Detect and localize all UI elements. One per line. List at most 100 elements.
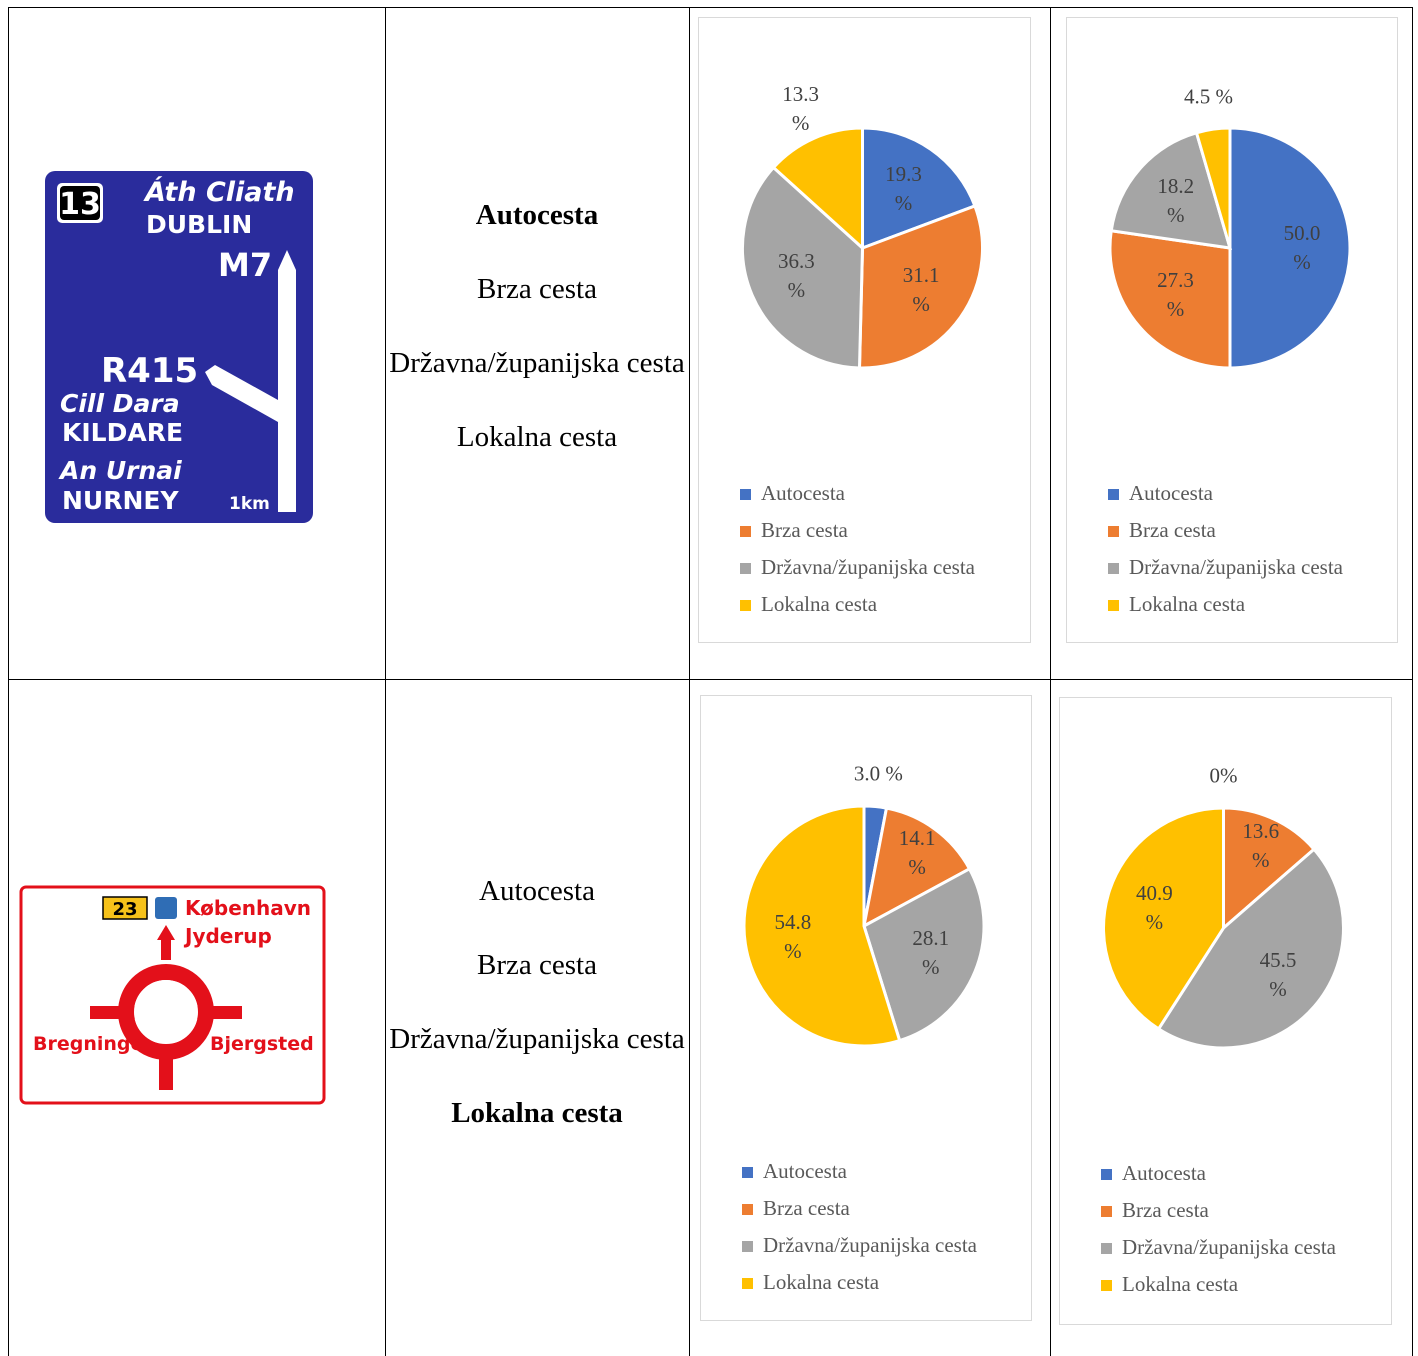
data-label: 36.3 % — [777, 249, 815, 303]
legend-swatch — [1101, 1169, 1112, 1180]
road-type: Državna/županijska cesta — [389, 1023, 685, 1055]
legend-label: Brza cesta — [1122, 1198, 1209, 1222]
chart: 19.3 % 31.1 % 36.3 % 13.3 % Autocesta Brza ce… — [698, 17, 1031, 643]
destination: Bregninge — [33, 1033, 143, 1055]
arrow — [205, 250, 296, 512]
pie-slice — [1194, 126, 1232, 249]
data-label: 50.0 % — [1283, 221, 1321, 274]
legend-swatch — [740, 563, 751, 574]
data-label: 4.5 % — [1184, 84, 1234, 109]
data-label: 54.8 % — [774, 909, 812, 963]
legend-swatch — [1101, 1206, 1112, 1217]
legend-swatch — [1108, 489, 1119, 500]
legend-swatch — [742, 1204, 753, 1215]
legend-label: Državna/županijska cesta — [1122, 1235, 1336, 1259]
data-label: 0% — [1209, 763, 1238, 788]
route-box — [102, 896, 148, 920]
exit-number: 13 — [59, 187, 101, 222]
data-label: 19.3 % — [885, 161, 922, 215]
legend-label: Autocesta — [763, 1159, 847, 1183]
data-label: 18.2 % — [1157, 173, 1195, 227]
pie-slice — [861, 806, 972, 929]
pie-slice — [771, 126, 864, 252]
legend-swatch — [1108, 563, 1119, 574]
pie — [741, 126, 984, 370]
destination: København — [185, 896, 311, 920]
pie — [1108, 126, 1352, 370]
pie-slice — [742, 804, 902, 1048]
data-label: 27.3 % — [1157, 268, 1194, 322]
distance: 1km — [229, 494, 270, 514]
pie — [742, 804, 986, 1048]
chart: 0% 13.6 % 45.5 % 40.9 % Autocesta Brza cesta D… — [1059, 697, 1392, 1325]
data-label: 13.6 % — [1242, 819, 1280, 873]
pie-slice — [1108, 229, 1232, 370]
road-type: Lokalna cesta — [451, 1097, 623, 1129]
road-type-list: Autocesta Brza cesta Državna/županijska ce… — [387, 197, 687, 455]
legend-label: Autocesta — [761, 481, 845, 505]
chart: 50.0 % 27.3 % 18.2 % 4.5 % Autocesta Brza ces… — [1066, 17, 1398, 643]
legend-swatch — [740, 526, 751, 537]
pie-slice — [857, 204, 984, 370]
pie-slice — [1102, 806, 1225, 1031]
data-label: 13.3 % — [782, 81, 820, 135]
pie-slice — [1228, 126, 1352, 370]
road-type: Brza cesta — [477, 273, 597, 305]
destination: KILDARE — [62, 418, 183, 447]
road-type: Brza cesta — [477, 949, 597, 981]
legend-swatch — [740, 489, 751, 500]
motorway-icon — [155, 897, 177, 919]
road-number: R415 — [101, 351, 198, 391]
irish-destination: Cill Dara — [60, 389, 180, 418]
road-type: Autocesta — [479, 875, 595, 907]
pie-slice — [1222, 806, 1317, 932]
pie — [1102, 806, 1345, 1050]
legend-swatch — [742, 1167, 753, 1178]
legend-label: Lokalna cesta — [1129, 592, 1246, 616]
sign-background — [45, 171, 313, 523]
road-type-list: Autocesta Brza cesta Državna/županijska ce… — [387, 873, 687, 1131]
legend-label: Brza cesta — [763, 1196, 850, 1220]
road-number: M7 — [218, 246, 272, 284]
data-label: 45.5 % — [1259, 948, 1297, 1002]
chart: 3.0 % 14.1 % 28.1 % 54.8 % Autocesta Brza ces… — [700, 695, 1032, 1321]
exit-box-inner — [60, 186, 100, 220]
irish-destination: Áth Cliath — [143, 176, 295, 208]
legend-label: Brza cesta — [761, 518, 848, 542]
destination: Bjergsted — [210, 1033, 314, 1055]
legend-label: Lokalna cesta — [763, 1270, 880, 1294]
legend-label: Brza cesta — [1129, 518, 1216, 542]
pie-slice — [1109, 130, 1233, 250]
legend-swatch — [1108, 600, 1119, 611]
legend-label: Autocesta — [1122, 1161, 1206, 1185]
road-type: Autocesta — [475, 199, 599, 231]
legend-swatch — [742, 1241, 753, 1252]
data-label: 31.1 % — [902, 262, 940, 316]
pie-slice — [741, 165, 865, 370]
legend-swatch — [1101, 1243, 1112, 1254]
table-cell — [1050, 679, 1413, 1356]
pie-slice — [1156, 847, 1345, 1050]
legend-label: Državna/županijska cesta — [761, 555, 975, 579]
destination: NURNEY — [62, 486, 179, 515]
legend-swatch — [742, 1278, 753, 1289]
data-label: 40.9 % — [1136, 880, 1173, 934]
road-type: Lokalna cesta — [456, 421, 618, 453]
legend-label: Državna/županijska cesta — [763, 1233, 977, 1257]
irish-destination: An Urnai — [58, 456, 182, 485]
legend-swatch — [740, 600, 751, 611]
destination: DUBLIN — [146, 210, 252, 239]
legend-swatch — [1108, 526, 1119, 537]
legend-label: Autocesta — [1129, 481, 1213, 505]
legend-label: Lokalna cesta — [761, 592, 878, 616]
roundabout — [90, 925, 242, 1090]
legend-swatch — [1101, 1280, 1112, 1291]
destination: Jyderup — [183, 924, 272, 948]
data-label: 28.1 % — [912, 926, 950, 980]
pie-slice — [861, 126, 977, 251]
pie-slice — [862, 866, 986, 1043]
road-type: Državna/županijska cesta — [389, 347, 685, 379]
data-label: 3.0 % — [853, 761, 903, 786]
